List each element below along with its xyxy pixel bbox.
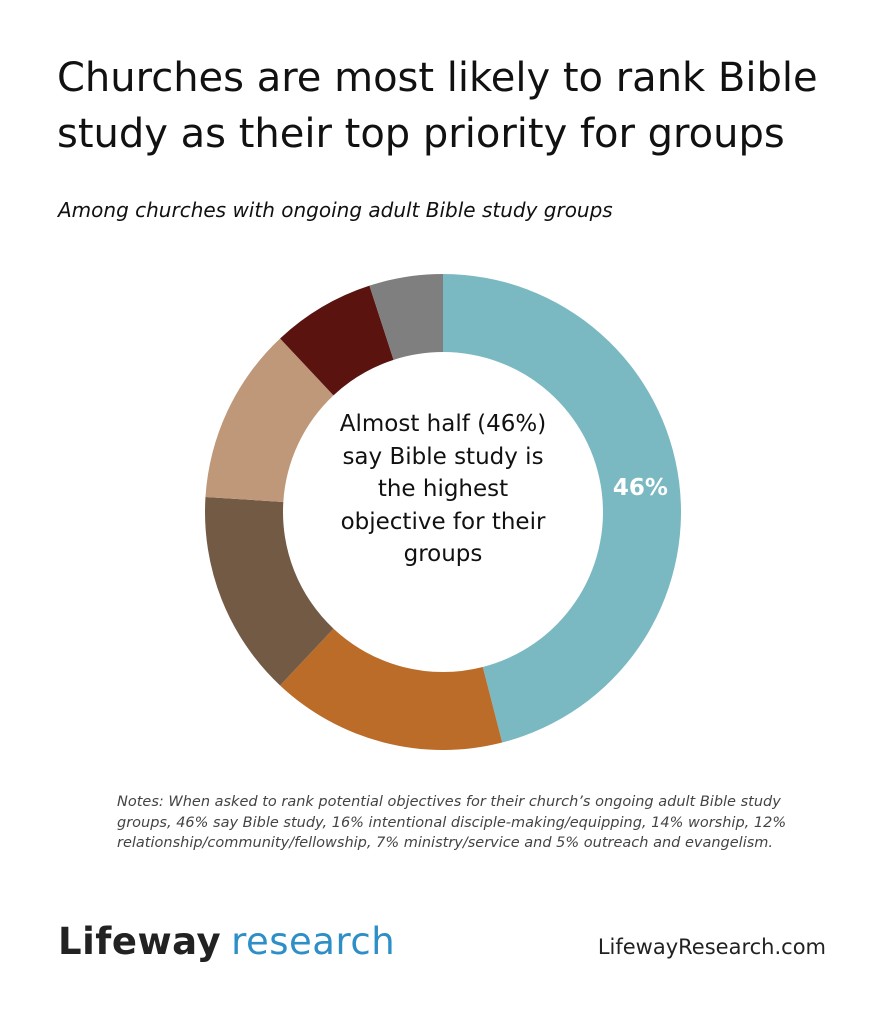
donut-slice-1	[443, 274, 681, 743]
donut-slice-6	[369, 274, 443, 360]
chart-notes: Notes: When asked to rank potential obje…	[117, 794, 787, 852]
donut-slice-4	[205, 338, 334, 502]
logo-research-text: research	[231, 920, 396, 963]
donut-center-annotation: Almost half (46%) say Bible study is the…	[339, 411, 547, 567]
donut-slice-3	[205, 497, 334, 686]
chart-subtitle: Among churches with ongoing adult Bible …	[58, 198, 613, 222]
website-url: LifewayResearch.com	[597, 935, 826, 959]
lifeway-research-logo: Lifeway research	[58, 920, 395, 963]
logo-lifeway-text: Lifeway	[58, 920, 222, 963]
donut-slice-5	[280, 285, 394, 396]
chart-title: Churches are most likely to rank Bible s…	[57, 55, 818, 157]
donut-slice-label-1: 46%	[613, 475, 668, 501]
donut-slice-2	[280, 628, 503, 750]
